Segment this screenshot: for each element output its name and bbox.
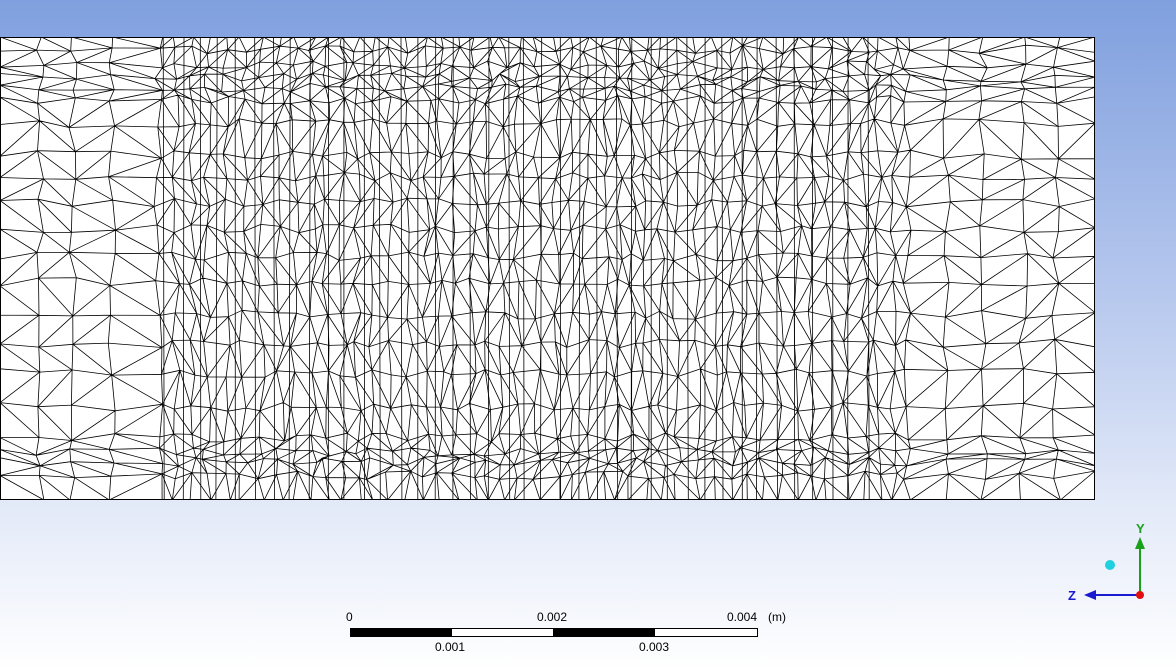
mesh-display[interactable] — [0, 37, 1095, 500]
z-axis-label: Z — [1068, 588, 1076, 603]
scale-label-0: 0 — [346, 610, 353, 624]
scale-label-0.002: 0.002 — [537, 610, 568, 624]
axis-triad: Y Z — [1068, 521, 1145, 603]
mesh-refinement-lines — [162, 37, 870, 500]
y-axis-label: Y — [1136, 521, 1145, 536]
scale-segment-4 — [654, 628, 758, 637]
scale-label-0.003: 0.003 — [639, 640, 670, 654]
scale-label-0.001: 0.001 — [435, 640, 466, 654]
scale-segment-1 — [350, 628, 452, 637]
y-axis-arrow-icon — [1135, 537, 1145, 549]
mesh-wireframe — [0, 37, 1095, 500]
z-axis-arrow-icon — [1084, 590, 1096, 600]
scale-bar: 0 0.002 0.004 (m) 0.001 0.003 — [346, 610, 790, 660]
scale-label-0.004: 0.004 — [727, 610, 758, 624]
scale-segment-2 — [451, 628, 554, 637]
mesh-edges — [0, 37, 1095, 500]
x-axis-dot-icon — [1136, 591, 1144, 599]
mesh-boundary — [0, 37, 1095, 500]
scale-segment-3 — [553, 628, 655, 637]
isometric-ball-icon[interactable] — [1105, 560, 1115, 570]
scale-unit: (m) — [768, 610, 786, 624]
